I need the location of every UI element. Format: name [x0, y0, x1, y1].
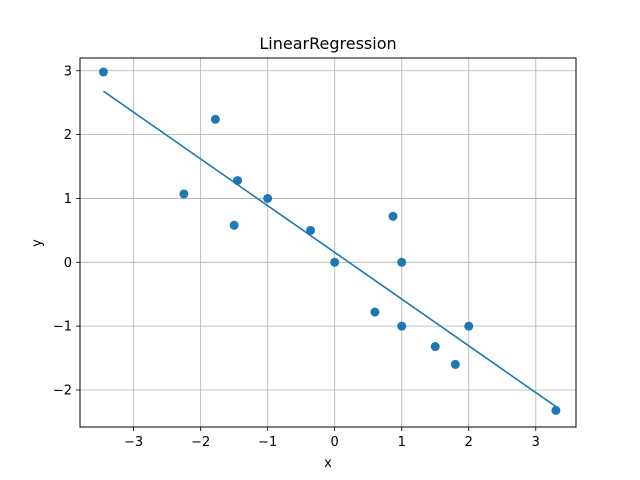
scatter-point [263, 193, 273, 203]
scatter-point [306, 225, 316, 235]
scatter-point [464, 321, 474, 331]
scatter-point [179, 189, 189, 199]
x-tick-label: −3 [124, 435, 143, 450]
y-axis-label: y [30, 239, 45, 247]
scatter-point [233, 176, 243, 186]
y-tick-label: −1 [53, 320, 72, 335]
scatter-point [551, 405, 561, 415]
x-axis-label: x [324, 456, 332, 471]
x-tick-label: 3 [532, 435, 540, 450]
scatter-point [98, 67, 108, 77]
chart-title: LinearRegression [259, 34, 396, 53]
y-tick-label: 1 [64, 192, 72, 207]
regression-line-layer [103, 90, 557, 408]
y-axis-ticks: −2 −1 0 1 2 3 [53, 64, 80, 398]
regression-line [103, 90, 557, 408]
x-tick-label: 2 [465, 435, 473, 450]
x-tick-label: −1 [258, 435, 277, 450]
scatter-point [330, 257, 340, 267]
y-tick-label: −2 [53, 383, 72, 398]
scatter-point [397, 257, 407, 267]
scatter-point [370, 307, 380, 317]
x-axis-ticks: −3 −2 −1 0 1 2 3 [124, 427, 540, 450]
scatter-points [98, 67, 561, 415]
scatter-point [388, 211, 398, 221]
scatter-point [229, 220, 239, 230]
x-tick-label: 0 [331, 435, 339, 450]
scatter-point [397, 321, 407, 331]
y-tick-label: 2 [64, 128, 72, 143]
grid [80, 58, 576, 427]
scatter-point [210, 114, 220, 124]
scatter-point [450, 359, 460, 369]
y-tick-label: 0 [64, 256, 72, 271]
plot-frame [79, 57, 577, 428]
x-tick-label: −2 [191, 435, 210, 450]
y-tick-label: 3 [64, 64, 72, 79]
x-tick-label: 1 [398, 435, 406, 450]
scatter-point [430, 342, 440, 352]
